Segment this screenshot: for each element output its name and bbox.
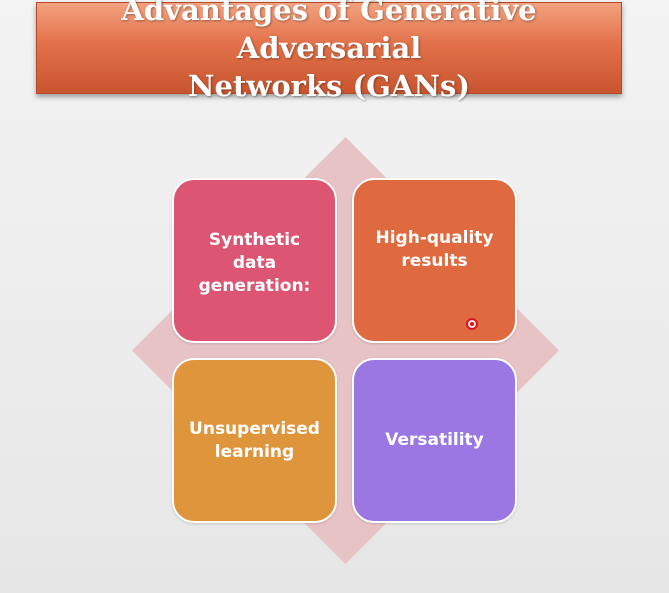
quadrant-label: Unsupervised learning — [189, 418, 320, 462]
quadrant-synthetic-data-generation[interactable]: Synthetic data generation: — [172, 178, 337, 343]
quadrant-versatility[interactable]: Versatility — [352, 358, 517, 523]
quadrant-label: Synthetic data generation: — [198, 230, 311, 296]
quadrant-label: High-quality results — [375, 227, 494, 271]
quadrant-unsupervised-learning[interactable]: Unsupervised learning — [172, 358, 337, 523]
pointer-highlight-icon — [466, 318, 478, 330]
quadrant-label: Versatility — [385, 430, 484, 450]
quadrant-high-quality-results[interactable]: High-quality results — [352, 178, 517, 343]
slide-title: Advantages of Generative Adversarial Net… — [121, 0, 537, 103]
title-banner: Advantages of Generative Adversarial Net… — [36, 0, 622, 103]
